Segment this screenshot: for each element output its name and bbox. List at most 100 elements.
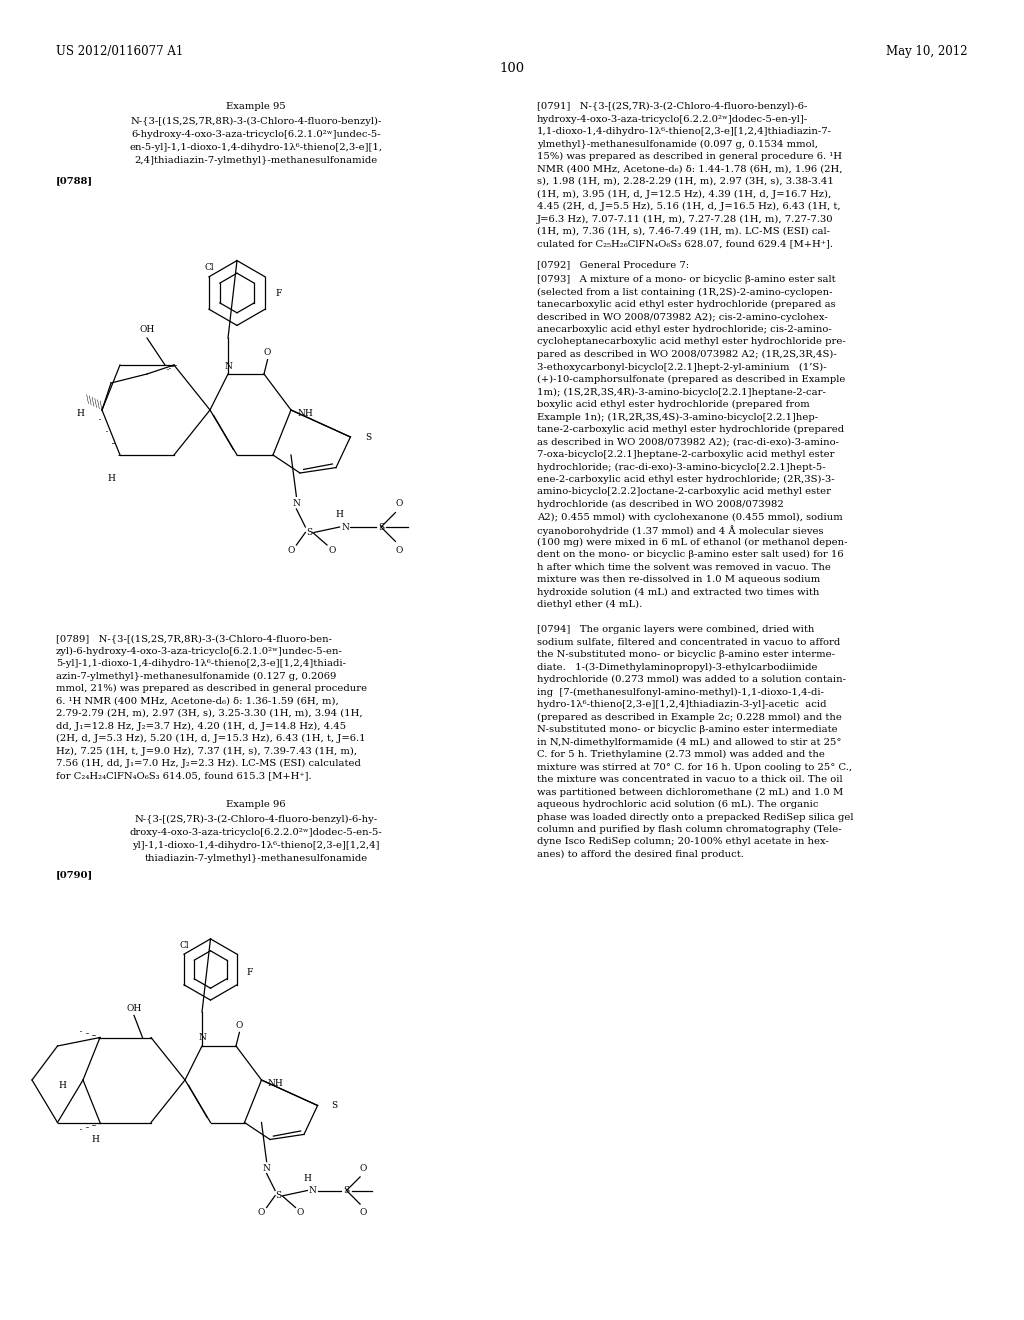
Text: O: O bbox=[264, 348, 271, 356]
Text: 1m); (1S,2R,3S,4R)-3-amino-bicyclo[2.2.1]heptane-2-car-: 1m); (1S,2R,3S,4R)-3-amino-bicyclo[2.2.1… bbox=[537, 388, 826, 396]
Text: Cl: Cl bbox=[179, 941, 188, 950]
Text: hydroxy-4-oxo-3-aza-tricyclo[6.2.2.0²ʷ]dodec-5-en-yl]-: hydroxy-4-oxo-3-aza-tricyclo[6.2.2.0²ʷ]d… bbox=[537, 115, 808, 124]
Text: O: O bbox=[395, 499, 402, 508]
Text: anes) to afford the desired final product.: anes) to afford the desired final produc… bbox=[537, 850, 743, 859]
Text: phase was loaded directly onto a prepacked RediSep silica gel: phase was loaded directly onto a prepack… bbox=[537, 813, 853, 821]
Text: diate.   1-(3-Dimethylaminopropyl)-3-ethylcarbodiimide: diate. 1-(3-Dimethylaminopropyl)-3-ethyl… bbox=[537, 663, 817, 672]
Text: yl]-1,1-dioxo-1,4-dihydro-1λ⁶-thieno[2,3-e][1,2,4]: yl]-1,1-dioxo-1,4-dihydro-1λ⁶-thieno[2,3… bbox=[132, 841, 380, 850]
Text: boxylic acid ethyl ester hydrochloride (prepared from: boxylic acid ethyl ester hydrochloride (… bbox=[537, 400, 810, 409]
Text: H: H bbox=[58, 1081, 67, 1089]
Text: H: H bbox=[336, 510, 343, 519]
Text: Example 95: Example 95 bbox=[226, 102, 286, 111]
Text: (+)-10-camphorsulfonate (prepared as described in Example: (+)-10-camphorsulfonate (prepared as des… bbox=[537, 375, 846, 384]
Text: F: F bbox=[275, 289, 282, 297]
Text: as described in WO 2008/073982 A2); (rac-di-exo)-3-amino-: as described in WO 2008/073982 A2); (rac… bbox=[537, 437, 839, 446]
Text: diethyl ether (4 mL).: diethyl ether (4 mL). bbox=[537, 601, 642, 609]
Text: 3-ethoxycarbonyl-bicyclo[2.2.1]hept-2-yl-aminium   (1’S)-: 3-ethoxycarbonyl-bicyclo[2.2.1]hept-2-yl… bbox=[537, 363, 826, 372]
Text: in N,N-dimethylformamide (4 mL) and allowed to stir at 25°: in N,N-dimethylformamide (4 mL) and allo… bbox=[537, 738, 842, 747]
Text: O: O bbox=[359, 1208, 368, 1217]
Text: J=6.3 Hz), 7.07-7.11 (1H, m), 7.27-7.28 (1H, m), 7.27-7.30: J=6.3 Hz), 7.07-7.11 (1H, m), 7.27-7.28 … bbox=[537, 214, 834, 223]
Text: N: N bbox=[341, 523, 349, 532]
Text: S: S bbox=[343, 1185, 349, 1195]
Text: hydrochloride (0.273 mmol) was added to a solution contain-: hydrochloride (0.273 mmol) was added to … bbox=[537, 675, 846, 684]
Text: ylmethyl}-methanesulfonamide (0.097 g, 0.1534 mmol,: ylmethyl}-methanesulfonamide (0.097 g, 0… bbox=[537, 140, 818, 149]
Text: ing  [7-(methanesulfonyl-amino-methyl)-1,1-dioxo-1,4-di-: ing [7-(methanesulfonyl-amino-methyl)-1,… bbox=[537, 688, 824, 697]
Text: 15%) was prepared as described in general procedure 6. ¹H: 15%) was prepared as described in genera… bbox=[537, 152, 842, 161]
Text: O: O bbox=[359, 1164, 368, 1173]
Text: (selected from a list containing (1R,2S)-2-amino-cyclopen-: (selected from a list containing (1R,2S)… bbox=[537, 288, 833, 297]
Text: S: S bbox=[366, 433, 372, 441]
Text: O: O bbox=[329, 546, 336, 554]
Text: N: N bbox=[293, 499, 300, 508]
Text: for C₂₄H₂₄ClFN₄O₆S₃ 614.05, found 615.3 [M+H⁺].: for C₂₄H₂₄ClFN₄O₆S₃ 614.05, found 615.3 … bbox=[56, 771, 311, 780]
Text: (prepared as described in Example 2c; 0.228 mmol) and the: (prepared as described in Example 2c; 0.… bbox=[537, 713, 842, 722]
Text: [0790]: [0790] bbox=[56, 870, 93, 879]
Text: NH: NH bbox=[298, 409, 313, 418]
Text: Example 1n); (1R,2R,3S,4S)-3-amino-bicyclo[2.2.1]hep-: Example 1n); (1R,2R,3S,4S)-3-amino-bicyc… bbox=[537, 412, 818, 421]
Text: cyanoborohydride (1.37 mmol) and 4 Å molecular sieves: cyanoborohydride (1.37 mmol) and 4 Å mol… bbox=[537, 525, 823, 536]
Text: O: O bbox=[236, 1022, 243, 1030]
Text: hydrochloride (as described in WO 2008/073982: hydrochloride (as described in WO 2008/0… bbox=[537, 500, 783, 510]
Text: C. for 5 h. Triethylamine (2.73 mmol) was added and the: C. for 5 h. Triethylamine (2.73 mmol) wa… bbox=[537, 750, 825, 759]
Text: A2); 0.455 mmol) with cyclohexanone (0.455 mmol), sodium: A2); 0.455 mmol) with cyclohexanone (0.4… bbox=[537, 512, 843, 521]
Text: S: S bbox=[275, 1191, 282, 1200]
Text: cycloheptanecarboxylic acid methyl ester hydrochloride pre-: cycloheptanecarboxylic acid methyl ester… bbox=[537, 338, 846, 346]
Text: dd, J₁=12.8 Hz, J₂=3.7 Hz), 4.20 (1H, d, J=14.8 Hz), 4.45: dd, J₁=12.8 Hz, J₂=3.7 Hz), 4.20 (1H, d,… bbox=[56, 722, 346, 731]
Text: N: N bbox=[308, 1185, 316, 1195]
Text: aqueous hydrochloric acid solution (6 mL). The organic: aqueous hydrochloric acid solution (6 mL… bbox=[537, 800, 818, 809]
Text: culated for C₂₅H₂₆ClFN₄O₆S₃ 628.07, found 629.4 [M+H⁺].: culated for C₂₅H₂₆ClFN₄O₆S₃ 628.07, foun… bbox=[537, 239, 833, 248]
Text: NH: NH bbox=[267, 1078, 283, 1088]
Text: 6. ¹H NMR (400 MHz, Acetone-d₆) δ: 1.36-1.59 (6H, m),: 6. ¹H NMR (400 MHz, Acetone-d₆) δ: 1.36-… bbox=[56, 697, 339, 705]
Text: thiadiazin-7-ylmethyl}-methanesulfonamide: thiadiazin-7-ylmethyl}-methanesulfonamid… bbox=[144, 854, 368, 863]
Text: 1,1-dioxo-1,4-dihydro-1λ⁶-thieno[2,3-e][1,2,4]thiadiazin-7-: 1,1-dioxo-1,4-dihydro-1λ⁶-thieno[2,3-e][… bbox=[537, 127, 831, 136]
Text: sodium sulfate, filtered and concentrated in vacuo to afford: sodium sulfate, filtered and concentrate… bbox=[537, 638, 841, 647]
Text: [0789]   N-{3-[(1S,2S,7R,8R)-3-(3-Chloro-4-fluoro-ben-: [0789] N-{3-[(1S,2S,7R,8R)-3-(3-Chloro-4… bbox=[56, 634, 332, 643]
Text: OH: OH bbox=[126, 1005, 141, 1014]
Text: O: O bbox=[258, 1208, 265, 1217]
Text: 2.79-2.79 (2H, m), 2.97 (3H, s), 3.25-3.30 (1H, m), 3.94 (1H,: 2.79-2.79 (2H, m), 2.97 (3H, s), 3.25-3.… bbox=[56, 709, 362, 718]
Text: 5-yl]-1,1-dioxo-1,4-dihydro-1λ⁶-thieno[2,3-e][1,2,4]thiadi-: 5-yl]-1,1-dioxo-1,4-dihydro-1λ⁶-thieno[2… bbox=[56, 659, 346, 668]
Text: OH: OH bbox=[139, 325, 155, 334]
Text: mixture was then re-dissolved in 1.0 M aqueous sodium: mixture was then re-dissolved in 1.0 M a… bbox=[537, 576, 820, 583]
Text: O: O bbox=[288, 546, 295, 554]
Text: 7.56 (1H, dd, J₁=7.0 Hz, J₂=2.3 Hz). LC-MS (ESI) calculated: 7.56 (1H, dd, J₁=7.0 Hz, J₂=2.3 Hz). LC-… bbox=[56, 759, 360, 768]
Text: h after which time the solvent was removed in vacuo. The: h after which time the solvent was remov… bbox=[537, 562, 830, 572]
Text: mmol, 21%) was prepared as described in general procedure: mmol, 21%) was prepared as described in … bbox=[56, 684, 368, 693]
Text: column and purified by flash column chromatography (Tele-: column and purified by flash column chro… bbox=[537, 825, 842, 834]
Text: tanecarboxylic acid ethyl ester hydrochloride (prepared as: tanecarboxylic acid ethyl ester hydrochl… bbox=[537, 300, 836, 309]
Text: hydrochloride; (rac-di-exo)-3-amino-bicyclo[2.2.1]hept-5-: hydrochloride; (rac-di-exo)-3-amino-bicy… bbox=[537, 462, 825, 471]
Text: H: H bbox=[303, 1173, 311, 1183]
Text: [0794]   The organic layers were combined, dried with: [0794] The organic layers were combined,… bbox=[537, 624, 814, 634]
Text: en-5-yl]-1,1-dioxo-1,4-dihydro-1λ⁶-thieno[2,3-e][1,: en-5-yl]-1,1-dioxo-1,4-dihydro-1λ⁶-thien… bbox=[129, 143, 383, 152]
Text: mixture was stirred at 70° C. for 16 h. Upon cooling to 25° C.,: mixture was stirred at 70° C. for 16 h. … bbox=[537, 763, 852, 771]
Text: S: S bbox=[306, 528, 312, 537]
Text: Example 96: Example 96 bbox=[226, 800, 286, 809]
Text: described in WO 2008/073982 A2); cis-2-amino-cyclohex-: described in WO 2008/073982 A2); cis-2-a… bbox=[537, 313, 827, 322]
Text: [0793]   A mixture of a mono- or bicyclic β-amino ester salt: [0793] A mixture of a mono- or bicyclic … bbox=[537, 275, 836, 284]
Text: 2,4]thiadiazin-7-ylmethyl}-methanesulfonamide: 2,4]thiadiazin-7-ylmethyl}-methanesulfon… bbox=[134, 156, 378, 165]
Text: zyl)-6-hydroxy-4-oxo-3-aza-tricyclo[6.2.1.0²ʷ]undec-5-en-: zyl)-6-hydroxy-4-oxo-3-aza-tricyclo[6.2.… bbox=[56, 647, 343, 656]
Text: s), 1.98 (1H, m), 2.28-2.29 (1H, m), 2.97 (3H, s), 3.38-3.41: s), 1.98 (1H, m), 2.28-2.29 (1H, m), 2.9… bbox=[537, 177, 834, 186]
Text: 6-hydroxy-4-oxo-3-aza-tricyclo[6.2.1.0²ʷ]undec-5-: 6-hydroxy-4-oxo-3-aza-tricyclo[6.2.1.0²ʷ… bbox=[131, 129, 381, 139]
Text: ene-2-carboxylic acid ethyl ester hydrochloride; (2R,3S)-3-: ene-2-carboxylic acid ethyl ester hydroc… bbox=[537, 475, 835, 484]
Text: [0788]: [0788] bbox=[56, 176, 93, 185]
Text: tane-2-carboxylic acid methyl ester hydrochloride (prepared: tane-2-carboxylic acid methyl ester hydr… bbox=[537, 425, 844, 434]
Text: N-{3-[(1S,2S,7R,8R)-3-(3-Chloro-4-fluoro-benzyl)-: N-{3-[(1S,2S,7R,8R)-3-(3-Chloro-4-fluoro… bbox=[130, 117, 382, 127]
Text: May 10, 2012: May 10, 2012 bbox=[887, 45, 968, 58]
Text: 7-oxa-bicyclo[2.2.1]heptane-2-carboxylic acid methyl ester: 7-oxa-bicyclo[2.2.1]heptane-2-carboxylic… bbox=[537, 450, 835, 459]
Text: anecarboxylic acid ethyl ester hydrochloride; cis-2-amino-: anecarboxylic acid ethyl ester hydrochlo… bbox=[537, 325, 831, 334]
Text: 4.45 (2H, d, J=5.5 Hz), 5.16 (1H, d, J=16.5 Hz), 6.43 (1H, t,: 4.45 (2H, d, J=5.5 Hz), 5.16 (1H, d, J=1… bbox=[537, 202, 841, 211]
Text: S: S bbox=[332, 1101, 338, 1110]
Text: (2H, d, J=5.3 Hz), 5.20 (1H, d, J=15.3 Hz), 6.43 (1H, t, J=6.1: (2H, d, J=5.3 Hz), 5.20 (1H, d, J=15.3 H… bbox=[56, 734, 366, 743]
Text: the mixture was concentrated in vacuo to a thick oil. The oil: the mixture was concentrated in vacuo to… bbox=[537, 775, 843, 784]
Text: droxy-4-oxo-3-aza-tricyclo[6.2.2.0²ʷ]dodec-5-en-5-: droxy-4-oxo-3-aza-tricyclo[6.2.2.0²ʷ]dod… bbox=[130, 828, 382, 837]
Text: O: O bbox=[297, 1208, 304, 1217]
Text: N: N bbox=[198, 1034, 206, 1041]
Text: [0792]   General Procedure 7:: [0792] General Procedure 7: bbox=[537, 260, 689, 269]
Text: was partitioned between dichloromethane (2 mL) and 1.0 M: was partitioned between dichloromethane … bbox=[537, 788, 843, 797]
Text: H: H bbox=[91, 1135, 99, 1144]
Text: O: O bbox=[395, 546, 402, 554]
Text: (1H, m), 7.36 (1H, s), 7.46-7.49 (1H, m). LC-MS (ESI) cal-: (1H, m), 7.36 (1H, s), 7.46-7.49 (1H, m)… bbox=[537, 227, 830, 236]
Text: F: F bbox=[247, 969, 253, 977]
Text: (100 mg) were mixed in 6 mL of ethanol (or methanol depen-: (100 mg) were mixed in 6 mL of ethanol (… bbox=[537, 537, 848, 546]
